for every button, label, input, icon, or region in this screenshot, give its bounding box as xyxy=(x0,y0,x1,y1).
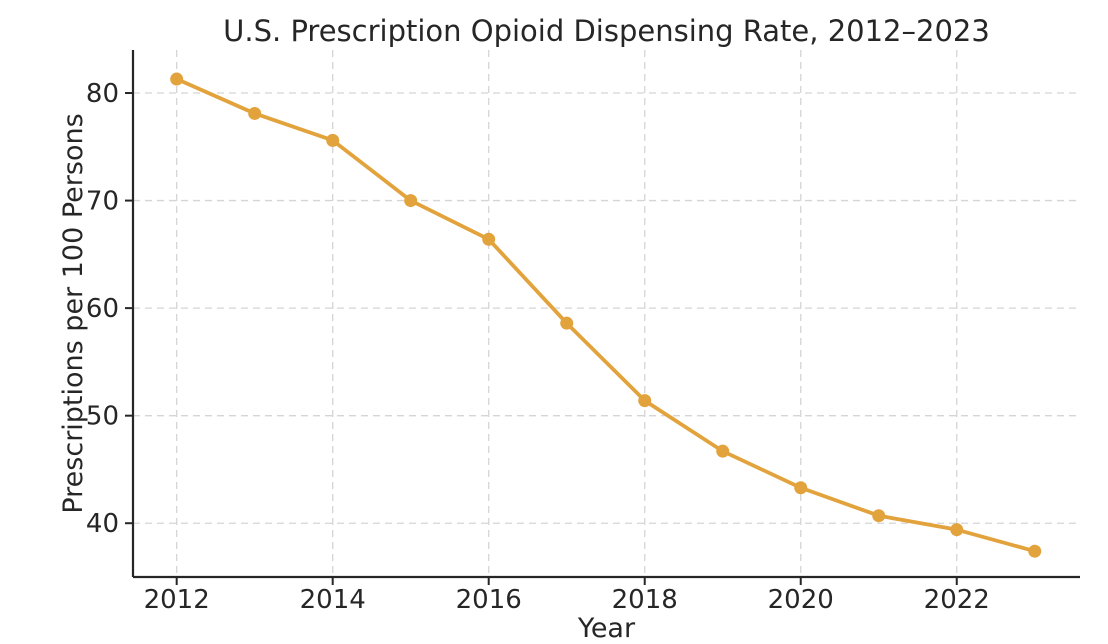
data-point-marker xyxy=(482,232,496,246)
y-tick-label: 50 xyxy=(86,402,119,432)
chart-title: U.S. Prescription Opioid Dispensing Rate… xyxy=(223,14,990,48)
chart-text: U.S. Prescription Opioid Dispensing Rate… xyxy=(58,14,990,644)
data-point-marker xyxy=(170,72,184,86)
series-line xyxy=(174,77,1037,554)
data-point-marker xyxy=(872,509,886,523)
data-point-marker xyxy=(560,316,574,330)
data-point-marker xyxy=(794,481,808,495)
x-axis-label: Year xyxy=(577,613,636,644)
x-tick-label: 2016 xyxy=(456,585,522,615)
data-point-marker xyxy=(404,194,418,208)
y-tick-label: 80 xyxy=(86,79,119,109)
data-point-marker xyxy=(248,106,262,120)
data-point-marker xyxy=(950,523,964,537)
y-tick-label: 60 xyxy=(86,294,119,324)
y-tick-label: 40 xyxy=(86,509,119,539)
data-point-marker xyxy=(638,394,652,408)
y-tick-label: 70 xyxy=(86,187,119,217)
x-tick-label: 2012 xyxy=(144,585,210,615)
data-point-marker xyxy=(326,133,340,147)
data-point-marker xyxy=(716,444,730,458)
x-tick-label: 2014 xyxy=(300,585,366,615)
gridlines xyxy=(133,50,1080,577)
x-tick-label: 2018 xyxy=(612,585,678,615)
data-series xyxy=(170,72,1042,558)
x-tick-label: 2022 xyxy=(924,585,990,615)
data-point-marker xyxy=(1028,544,1042,558)
y-axis-label: Prescriptions per 100 Persons xyxy=(58,113,89,513)
axes: 40 50 60 70 80 2012 2014 2016 2018 2020 2022 xyxy=(86,50,1080,615)
x-tick-label: 2020 xyxy=(768,585,834,615)
